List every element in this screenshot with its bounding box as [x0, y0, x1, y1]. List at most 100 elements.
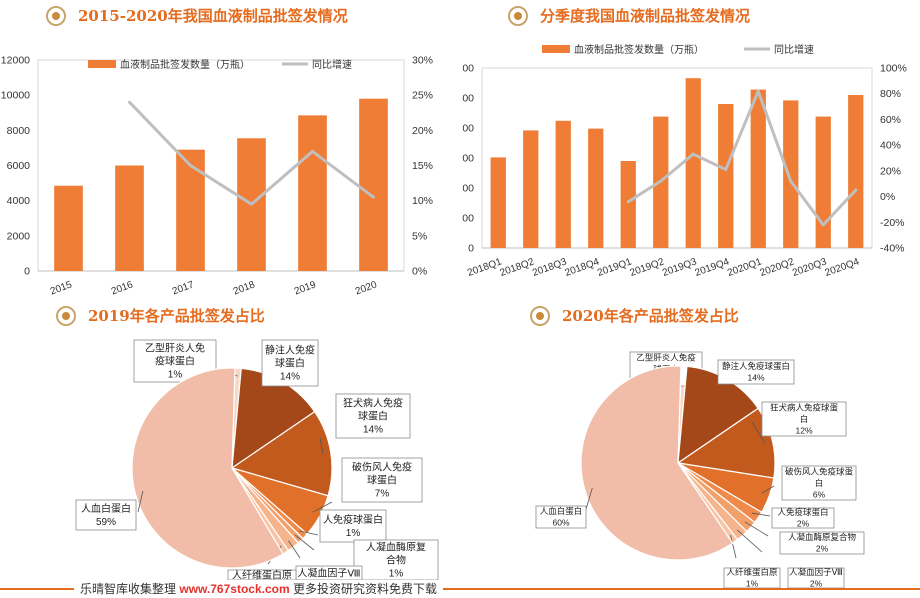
- y-right-tick-label: 5%: [412, 230, 427, 242]
- pie-name-label: 人纤维蛋白原: [726, 567, 777, 577]
- y-right-tick-label: 25%: [412, 90, 433, 102]
- bullet-circle-icon: [508, 5, 528, 26]
- x-tick-label: 2020: [354, 279, 379, 297]
- growth-point: [626, 200, 630, 204]
- leader-line: [730, 535, 737, 559]
- footer-divider: [0, 588, 920, 590]
- growth-point: [854, 188, 858, 192]
- growth-point: [128, 100, 131, 104]
- pie-label-box: [335, 393, 411, 439]
- y-left-tick-label: 10000: [1, 90, 30, 102]
- footer-banner: 乐晴智库收集整理 www.767stock.com 更多投资研究资料免费下载: [0, 580, 920, 598]
- bullet-circle-icon: [530, 305, 550, 326]
- x-tick-label: 2019Q1: [596, 256, 634, 279]
- leader-line: [736, 529, 763, 553]
- pie-name-label: 人凝血酶原复合物: [788, 532, 857, 542]
- y-left-tick-label: 4000: [7, 195, 31, 207]
- pie-name-label: 球蛋白: [367, 474, 397, 487]
- x-tick-label: 2020Q4: [824, 256, 862, 279]
- y-left-tick-label: 0: [24, 266, 30, 278]
- bar: [750, 89, 766, 248]
- pie-percent-label: 1%: [389, 569, 404, 580]
- pie-percent-label: 1%: [168, 370, 183, 381]
- growth-point: [372, 195, 375, 199]
- pie-name-label: 人纤维蛋白原: [232, 569, 292, 581]
- y-left-tick-label: 2500: [462, 93, 474, 105]
- pie-label: 人凝血酶原复合物 1%: [353, 539, 439, 580]
- x-tick-label: 2019Q4: [694, 256, 732, 279]
- x-tick-label: 2020Q3: [791, 256, 829, 279]
- pie-name-label: 人凝血因子Ⅷ: [297, 567, 360, 580]
- bar: [685, 78, 701, 248]
- growth-point: [821, 223, 825, 227]
- bar: [848, 95, 864, 248]
- pie-label-box: [261, 339, 319, 387]
- growth-point: [691, 152, 695, 156]
- y-left-tick-label: 1000: [462, 183, 474, 195]
- legend-line-label: 同比增速: [774, 43, 814, 56]
- bar: [490, 157, 506, 248]
- growth-point: [724, 168, 728, 172]
- footer-prefix: 乐晴智库收集整理: [80, 582, 177, 596]
- growth-point: [189, 164, 192, 167]
- y-left-tick-label: 2000: [462, 123, 474, 135]
- pie-name-label: 乙型肝炎人免: [145, 342, 205, 355]
- pie-label: 人血白蛋白 59%: [75, 499, 137, 531]
- growth-point: [756, 89, 760, 93]
- pie-percent-label: 60%: [552, 518, 569, 528]
- pie-percent-label: 1%: [346, 528, 361, 539]
- footer-url-link[interactable]: www.767stock.com: [179, 582, 290, 596]
- leader-line: [761, 485, 775, 494]
- pie-label-box: [535, 505, 587, 529]
- leader-line: [137, 490, 144, 513]
- pie-name-label: 人免疫球蛋白: [777, 507, 828, 517]
- x-tick-label: 2019: [293, 279, 318, 297]
- bullet-circle-icon: [56, 305, 76, 326]
- chart3-title: 2019年各产品批签发占比: [88, 307, 265, 325]
- pie-name-label: 合物: [386, 554, 406, 567]
- plot-area: [481, 67, 873, 249]
- pie-name-label: 人凝血酶原复: [366, 541, 426, 554]
- growth-point: [250, 202, 253, 206]
- chart4-title-row: 2020年各产品批签发占比: [530, 305, 739, 326]
- pie-name-label: 人血白蛋白: [540, 506, 583, 516]
- leader-line: [751, 512, 771, 517]
- y-right-tick-label: -40%: [880, 243, 905, 255]
- pie-name-label: 破伤风人免疫球蛋: [785, 466, 854, 476]
- bar: [298, 115, 327, 271]
- leader-line: [744, 521, 769, 537]
- x-tick-label: 2017: [171, 279, 196, 297]
- bar: [783, 100, 799, 249]
- y-right-tick-label: 30%: [412, 55, 433, 67]
- bar: [815, 116, 831, 248]
- footer-text: 乐晴智库收集整理 www.767stock.com 更多投资研究资料免费下载: [74, 580, 443, 597]
- pie-label-box: [779, 531, 865, 555]
- pie-slice: [676, 407, 776, 479]
- pie-label: 人血白蛋白 60%: [535, 505, 587, 529]
- pie-percent-label: 1%: [746, 579, 759, 589]
- leader-line: [751, 421, 766, 444]
- footer-suffix: 更多投资研究资料免费下载: [292, 582, 437, 596]
- pie-label-box: [771, 507, 835, 529]
- pie-label: 静注人免疫球蛋白 14%: [717, 359, 795, 385]
- pie-percent-label: 2%: [816, 544, 829, 554]
- pie-label: 静注人免疫球蛋白 14%: [261, 339, 319, 387]
- bar: [588, 128, 604, 248]
- chart1-title: 2015-2020年我国血液制品批签发情况: [78, 7, 348, 25]
- leader-line: [312, 501, 333, 513]
- pie-label-box: [353, 539, 439, 580]
- y-right-tick-label: 0%: [412, 266, 427, 278]
- y-right-tick-label: 20%: [412, 125, 433, 137]
- pie-name-label: 人血白蛋白: [81, 502, 131, 515]
- pie-name-label: 静注人免疫球蛋白: [722, 361, 790, 371]
- growth-point: [311, 149, 314, 153]
- y-right-tick-label: 15%: [412, 160, 433, 172]
- y-right-tick-label: 80%: [880, 88, 901, 100]
- chart2-title: 分季度我国血液制品批签发情况: [540, 7, 751, 25]
- chart3-title-row: 2019年各产品批签发占比: [56, 305, 265, 326]
- x-tick-label: 2020Q1: [726, 256, 764, 279]
- legend-bar-swatch: [542, 45, 570, 53]
- y-right-tick-label: 20%: [880, 165, 901, 177]
